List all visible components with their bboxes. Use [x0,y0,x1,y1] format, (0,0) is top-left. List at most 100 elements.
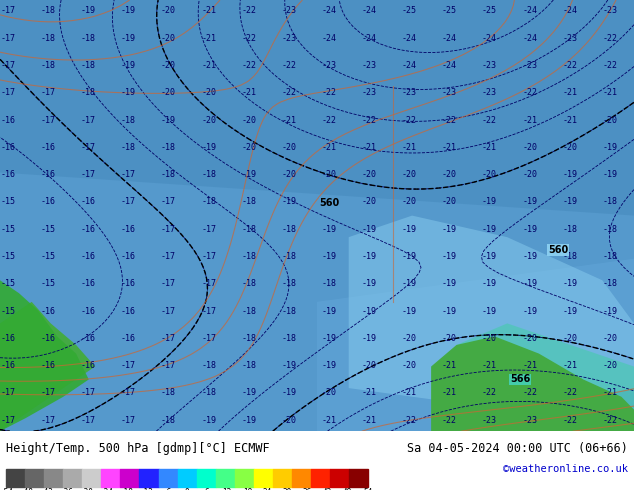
Text: -22: -22 [602,416,618,425]
Text: -17: -17 [1,416,15,425]
Text: ©weatheronline.co.uk: ©weatheronline.co.uk [503,464,628,473]
Text: -19: -19 [321,307,337,316]
Text: -19: -19 [602,307,618,316]
Text: -24: -24 [442,61,457,70]
Text: -19: -19 [321,252,337,261]
Text: 42: 42 [323,488,332,490]
Bar [178,469,197,487]
Text: -18: -18 [242,225,256,234]
Bar [254,469,273,487]
Text: -18: -18 [81,61,96,70]
Text: -18: -18 [41,34,56,43]
Text: -16: -16 [41,361,56,370]
Text: -20: -20 [442,334,457,343]
Text: -15: -15 [1,252,15,261]
Text: 30: 30 [283,488,292,490]
Text: -22: -22 [242,61,256,70]
Text: -19: -19 [522,279,537,288]
Text: -22: -22 [402,416,417,425]
Text: -18: -18 [81,34,96,43]
Text: -16: -16 [81,361,96,370]
Text: -21: -21 [201,34,216,43]
Text: 6: 6 [205,488,209,490]
Text: -19: -19 [602,170,618,179]
Text: -15: -15 [1,197,15,206]
Text: -19: -19 [402,279,417,288]
Text: -19: -19 [522,307,537,316]
Text: -18: -18 [161,416,176,425]
Text: -17: -17 [121,197,136,206]
Text: -23: -23 [562,34,578,43]
Text: -15: -15 [1,279,15,288]
Text: -21: -21 [522,116,537,124]
Text: -24: -24 [321,6,337,15]
Text: -17: -17 [161,197,176,206]
Text: -17: -17 [161,252,176,261]
Text: -22: -22 [602,61,618,70]
Text: -17: -17 [201,279,216,288]
Text: -20: -20 [402,197,417,206]
Text: -36: -36 [60,488,74,490]
Text: -19: -19 [402,225,417,234]
Text: -17: -17 [81,170,96,179]
Text: -17: -17 [161,225,176,234]
Text: -17: -17 [201,334,216,343]
Text: -22: -22 [442,416,457,425]
Text: -19: -19 [361,279,377,288]
Text: -22: -22 [522,389,537,397]
Text: -20: -20 [562,143,578,152]
Text: -17: -17 [121,361,136,370]
Text: -21: -21 [361,143,377,152]
Text: 24: 24 [262,488,272,490]
Text: -15: -15 [41,225,56,234]
Text: -21: -21 [242,88,256,98]
Text: -23: -23 [281,6,297,15]
Text: -17: -17 [81,389,96,397]
Text: -19: -19 [522,252,537,261]
Text: -23: -23 [602,6,618,15]
Text: 54: 54 [363,488,372,490]
Text: -19: -19 [562,197,578,206]
Text: -18: -18 [602,279,618,288]
Text: -18: -18 [562,252,578,261]
Text: -20: -20 [602,334,618,343]
Text: -18: -18 [281,252,297,261]
Text: -17: -17 [201,252,216,261]
Text: -16: -16 [41,170,56,179]
Bar [235,469,254,487]
Text: 12: 12 [223,488,232,490]
Text: -16: -16 [41,334,56,343]
Polygon shape [456,323,634,431]
Text: -25: -25 [442,6,457,15]
Text: -20: -20 [602,361,618,370]
Text: -18: -18 [562,225,578,234]
Text: -20: -20 [442,197,457,206]
Text: -21: -21 [321,143,337,152]
Text: 560: 560 [320,197,340,208]
Text: -17: -17 [81,116,96,124]
Text: -16: -16 [41,197,56,206]
Text: -20: -20 [482,334,497,343]
Text: -23: -23 [442,88,457,98]
Text: -18: -18 [41,6,56,15]
Bar [349,469,368,487]
Text: -17: -17 [1,34,15,43]
Polygon shape [0,302,95,431]
Text: -21: -21 [201,6,216,15]
Text: -17: -17 [1,61,15,70]
Text: -19: -19 [321,361,337,370]
Text: -22: -22 [522,88,537,98]
Text: -16: -16 [41,143,56,152]
Text: -24: -24 [562,6,578,15]
Text: -54: -54 [0,488,13,490]
Text: -19: -19 [161,116,176,124]
Text: -20: -20 [402,334,417,343]
Text: -18: -18 [281,225,297,234]
Text: -24: -24 [402,61,417,70]
Bar [63,469,82,487]
Text: -16: -16 [1,334,15,343]
Bar [197,469,216,487]
Text: -22: -22 [562,416,578,425]
Text: -21: -21 [482,143,497,152]
Text: -19: -19 [321,225,337,234]
